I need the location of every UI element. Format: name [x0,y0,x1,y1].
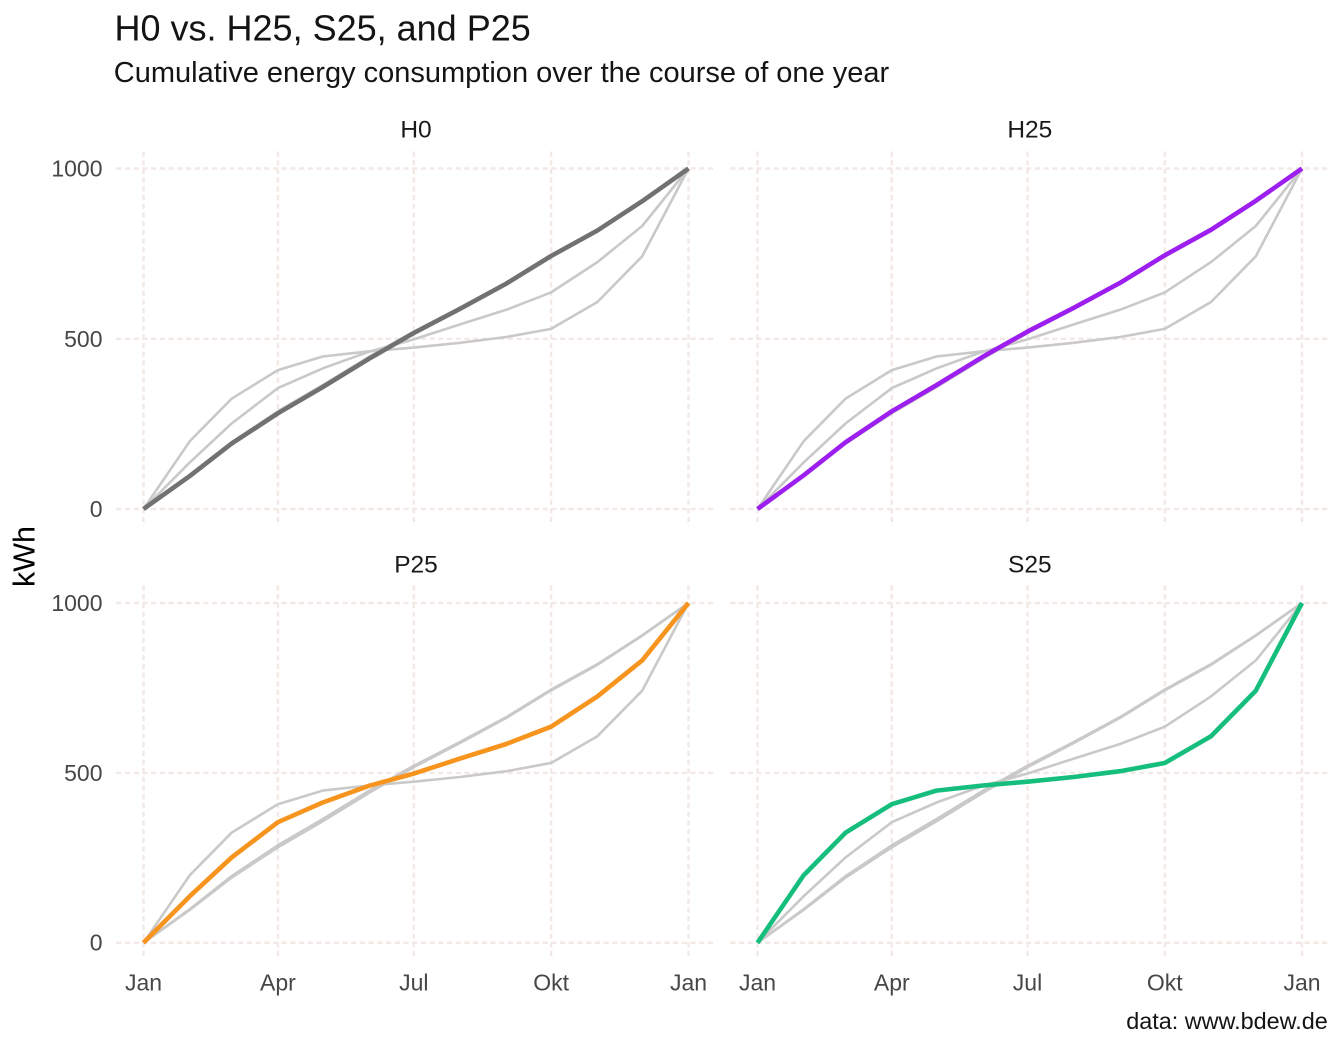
svg-text:data: www.bdew.de: data: www.bdew.de [1126,1008,1328,1034]
svg-text:Jul: Jul [399,970,428,996]
svg-text:H0 vs. H25, S25, and P25: H0 vs. H25, S25, and P25 [115,8,531,49]
svg-text:P25: P25 [394,551,438,578]
svg-text:1000: 1000 [51,156,102,182]
svg-text:Cumulative energy consumption: Cumulative energy consumption over the c… [114,57,890,89]
svg-text:kWh: kWh [8,526,42,587]
svg-text:Okt: Okt [533,970,569,996]
svg-text:Jan: Jan [739,970,776,996]
svg-text:0: 0 [90,930,103,956]
svg-text:H25: H25 [1007,117,1052,144]
svg-text:Apr: Apr [874,970,910,996]
svg-text:Okt: Okt [1147,970,1183,996]
svg-text:Jan: Jan [125,970,162,996]
svg-text:1000: 1000 [51,590,102,616]
svg-text:Jul: Jul [1013,970,1042,996]
svg-text:500: 500 [64,760,102,786]
svg-text:S25: S25 [1008,551,1052,578]
svg-text:Jan: Jan [1283,970,1320,996]
svg-text:0: 0 [90,496,103,522]
svg-text:Jan: Jan [670,970,707,996]
svg-text:500: 500 [64,326,102,352]
svg-text:Apr: Apr [260,970,296,996]
svg-text:H0: H0 [400,117,431,144]
